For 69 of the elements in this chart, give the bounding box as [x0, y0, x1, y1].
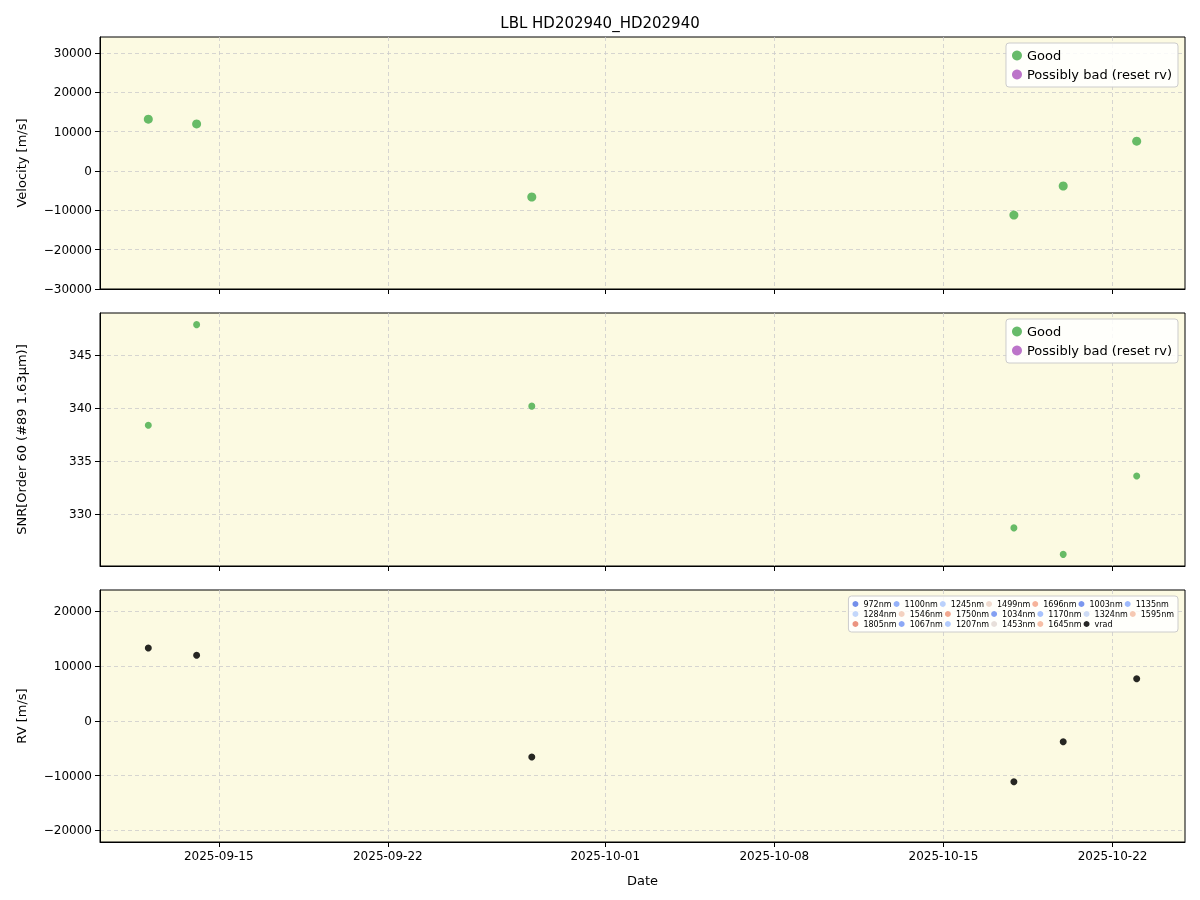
y-tick-label: −10000	[43, 768, 92, 783]
y-tick-label: −30000	[43, 282, 92, 296]
point	[1058, 181, 1068, 191]
legend-label: 1170nm	[1048, 609, 1082, 619]
legend-label: 1805nm	[863, 619, 897, 629]
point	[192, 119, 202, 129]
y-axis-title: SNR[Order 60 (#89 1.63µm)]	[14, 344, 29, 535]
point	[1010, 778, 1018, 786]
point	[193, 321, 201, 329]
y-axis-title: Velocity [m/s]	[14, 118, 29, 208]
y-tick-label: −10000	[43, 203, 92, 218]
legend-label: Good	[1026, 48, 1062, 63]
legend-label: 1324nm	[1094, 609, 1128, 619]
x-axis-title: Date	[626, 873, 659, 888]
point	[193, 651, 201, 659]
y-tick-label: 345	[69, 348, 92, 363]
legend-label: Good	[1026, 324, 1062, 339]
y-tick-label: −20000	[43, 823, 92, 838]
legend-label: 1645nm	[1048, 619, 1082, 629]
x-tick-label: 2025-10-08	[739, 849, 810, 863]
point	[1010, 524, 1018, 532]
legend-label: 1135nm	[1135, 599, 1170, 609]
legend-label: Possibly bad (reset rv)	[1026, 343, 1173, 358]
y-tick-label: 0	[84, 164, 92, 179]
y-tick-label: −20000	[43, 242, 92, 257]
x-tick-label: 2025-10-15	[908, 849, 979, 863]
x-tick-label: 2025-10-01	[570, 849, 641, 863]
point	[527, 192, 537, 202]
y-tick-label: 20000	[53, 85, 92, 100]
y-tick-label: 20000	[53, 604, 92, 619]
y-tick-label: 0	[84, 713, 92, 728]
legend-label: vrad	[1094, 619, 1113, 629]
legend-label: 1453nm	[1002, 619, 1036, 629]
chart-title: LBL HD202940_HD202940	[500, 13, 700, 33]
x-tick-label: 2025-10-22	[1077, 849, 1148, 863]
y-tick-label: 330	[69, 507, 92, 522]
point	[1009, 210, 1019, 220]
legend-label: 1546nm	[909, 609, 944, 619]
legend-label: Possibly bad (reset rv)	[1026, 67, 1173, 82]
y-tick-label: 335	[69, 454, 92, 469]
legend-label: 1034nm	[1002, 609, 1036, 619]
legend-label: 1696nm	[1043, 599, 1077, 609]
point	[1133, 472, 1141, 480]
x-tick-label: 2025-09-15	[183, 849, 254, 863]
legend-label: 1284nm	[863, 609, 897, 619]
legend-label: 1100nm	[904, 599, 938, 609]
legend-label: 1595nm	[1140, 609, 1175, 619]
point	[143, 114, 153, 124]
point	[1059, 550, 1067, 558]
legend-label: 1067nm	[909, 619, 944, 629]
point	[528, 402, 536, 410]
point	[1132, 136, 1142, 146]
y-axis-title: RV [m/s]	[14, 688, 29, 744]
y-tick-label: 10000	[53, 124, 92, 139]
point	[1059, 738, 1067, 746]
point	[1133, 675, 1141, 683]
y-tick-label: 340	[69, 401, 92, 416]
legend-label: 1003nm	[1089, 599, 1123, 609]
legend-label: 1750nm	[955, 609, 990, 619]
legend-label: 1245nm	[950, 599, 985, 609]
y-tick-label: 30000	[53, 46, 92, 61]
legend-label: 972nm	[863, 599, 892, 609]
point	[528, 753, 536, 761]
legend-label: 1499nm	[997, 599, 1031, 609]
y-tick-label: 10000	[53, 659, 92, 674]
legend-label: 1207nm	[955, 619, 990, 629]
point	[144, 421, 152, 429]
point	[144, 644, 152, 652]
x-tick-label: 2025-09-22	[352, 849, 423, 863]
